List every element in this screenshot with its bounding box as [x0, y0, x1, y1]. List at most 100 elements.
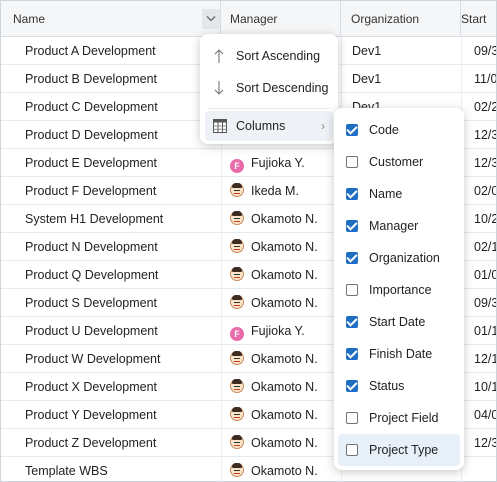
column-toggle-item[interactable]: Manager: [338, 210, 460, 242]
checkbox-unchecked-icon[interactable]: [346, 412, 358, 424]
cell-manager: F Fujioka Y.: [230, 149, 338, 177]
cell-start: 09/3: [474, 37, 496, 65]
cell-name: Product U Development: [25, 317, 215, 345]
table-row[interactable]: System H1 Development Okamoto N. 10/2: [1, 205, 496, 233]
cell-manager: Ikeda M.: [230, 177, 338, 205]
table-row[interactable]: Product X Development Okamoto N. 10/1: [1, 373, 496, 401]
cell-name: Product X Development: [25, 373, 215, 401]
cell-text: Product Q Development: [25, 268, 159, 282]
checkbox-checked-icon[interactable]: [346, 188, 358, 200]
column-toggle-item[interactable]: Name: [338, 178, 460, 210]
table-row[interactable]: Product U Development F Fujioka Y. 01/1: [1, 317, 496, 345]
checkbox-checked-icon[interactable]: [346, 252, 358, 264]
cell-start: 12/3: [474, 429, 496, 457]
cell-text: Product E Development: [25, 156, 158, 170]
table-row[interactable]: Product S Development Okamoto N. 09/3: [1, 289, 496, 317]
checkbox-unchecked-icon[interactable]: [346, 156, 358, 168]
vertical-scrollbar[interactable]: [490, 37, 496, 481]
checkbox-checked-icon[interactable]: [346, 124, 358, 136]
column-menu-button[interactable]: [202, 9, 220, 29]
checkbox-checked-icon[interactable]: [346, 220, 358, 232]
menu-item-label: Columns: [236, 119, 286, 133]
column-toggle-item[interactable]: Customer: [338, 146, 460, 178]
column-toggle-item[interactable]: Organization: [338, 242, 460, 274]
column-toggle-item[interactable]: Code: [338, 114, 460, 146]
sort-descending-item[interactable]: Sort Descending: [200, 73, 338, 103]
column-header-organization[interactable]: Organization: [341, 1, 461, 37]
table-row[interactable]: Product W Development Okamoto N. 12/1: [1, 345, 496, 373]
columns-menu-item[interactable]: Columns ›: [205, 111, 333, 141]
avatar-icon: [230, 435, 244, 449]
column-toggle-label: Customer: [369, 155, 424, 169]
cell-text: 04/0: [474, 408, 497, 422]
cell-text: Okamoto N.: [251, 268, 318, 282]
cell-name: Product A Development: [25, 37, 215, 65]
cell-text: 02/0: [474, 184, 497, 198]
column-toggle-item[interactable]: Start Date: [338, 306, 460, 338]
cell-text: 11/0: [474, 72, 497, 86]
checkbox-checked-icon[interactable]: [346, 316, 358, 328]
cell-manager: Okamoto N.: [230, 233, 338, 261]
column-toggle-label: Finish Date: [369, 347, 433, 361]
cell-text: Product Y Development: [25, 408, 157, 422]
column-toggle-item[interactable]: Project Field: [338, 402, 460, 434]
cell-text: Okamoto N.: [251, 212, 318, 226]
cell-text: 12/1: [474, 352, 497, 366]
cell-text: 10/1: [474, 380, 497, 394]
cell-text: 10/2: [474, 212, 497, 226]
column-header-start[interactable]: Start: [461, 1, 496, 37]
table-row[interactable]: Product Y Development Okamoto N. 04/0: [1, 401, 496, 429]
cell-manager: Okamoto N.: [230, 205, 338, 233]
avatar-icon: F: [230, 327, 244, 341]
table-row[interactable]: Product N Development Okamoto N. 02/1: [1, 233, 496, 261]
cell-text: Okamoto N.: [251, 408, 318, 422]
sort-ascending-item[interactable]: Sort Ascending: [200, 41, 338, 71]
table-row[interactable]: Product D Development 12/3: [1, 121, 496, 149]
cell-text: 01/1: [474, 324, 497, 338]
column-header-manager[interactable]: Manager: [221, 1, 341, 37]
cell-start: 02/0: [474, 177, 497, 205]
menu-divider: [208, 108, 330, 109]
table-row[interactable]: Product Z Development Okamoto N. 12/3: [1, 429, 496, 457]
column-toggle-item[interactable]: Status: [338, 370, 460, 402]
table-row[interactable]: Product F Development Ikeda M. 02/0: [1, 177, 496, 205]
avatar-icon: [230, 267, 244, 281]
checkbox-checked-icon[interactable]: [346, 380, 358, 392]
cell-text: Product Z Development: [25, 436, 157, 450]
cell-organization: Dev1: [352, 37, 457, 65]
column-toggle-item[interactable]: Importance: [338, 274, 460, 306]
cell-manager: Okamoto N.: [230, 289, 338, 317]
cell-manager: Okamoto N.: [230, 401, 338, 429]
column-header-name[interactable]: Name: [1, 1, 221, 37]
cell-name: Product D Development: [25, 121, 215, 149]
cell-text: Product X Development: [25, 380, 158, 394]
columns-submenu: Code Customer Name Manager Organization Impor…: [334, 108, 464, 470]
column-header-label: Manager: [230, 12, 278, 26]
avatar-icon: [230, 295, 244, 309]
cell-manager: Okamoto N.: [230, 457, 338, 481]
cell-text: Okamoto N.: [251, 352, 318, 366]
menu-item-label: Sort Descending: [236, 81, 329, 95]
chevron-right-icon: ›: [321, 119, 325, 133]
table-row[interactable]: Product E Development F Fujioka Y. 12/3: [1, 149, 496, 177]
column-toggle-label: Project Field: [369, 411, 439, 425]
checkbox-unchecked-icon[interactable]: [346, 284, 358, 296]
column-header-label: Name: [13, 12, 46, 26]
cell-start: 10/1: [474, 373, 497, 401]
column-toggle-label: Manager: [369, 219, 419, 233]
cell-start: 10/2: [474, 205, 497, 233]
cell-name: Product E Development: [25, 149, 215, 177]
avatar-icon: [230, 379, 244, 393]
table-row[interactable]: Template WBS Okamoto N.: [1, 457, 496, 481]
column-toggle-item[interactable]: Project Type: [338, 434, 460, 466]
checkbox-unchecked-icon[interactable]: [346, 444, 358, 456]
table-row[interactable]: Product Q Development Okamoto N. 01/0: [1, 261, 496, 289]
checkbox-checked-icon[interactable]: [346, 348, 358, 360]
column-toggle-item[interactable]: Finish Date: [338, 338, 460, 370]
avatar-icon: [230, 407, 244, 421]
cell-text: Fujioka Y.: [251, 324, 305, 338]
table-row[interactable]: Product A Development Dev1 09/3: [1, 37, 496, 65]
cell-text: Okamoto N.: [251, 380, 318, 394]
avatar-icon: F: [230, 159, 244, 173]
avatar-icon: [230, 211, 244, 225]
